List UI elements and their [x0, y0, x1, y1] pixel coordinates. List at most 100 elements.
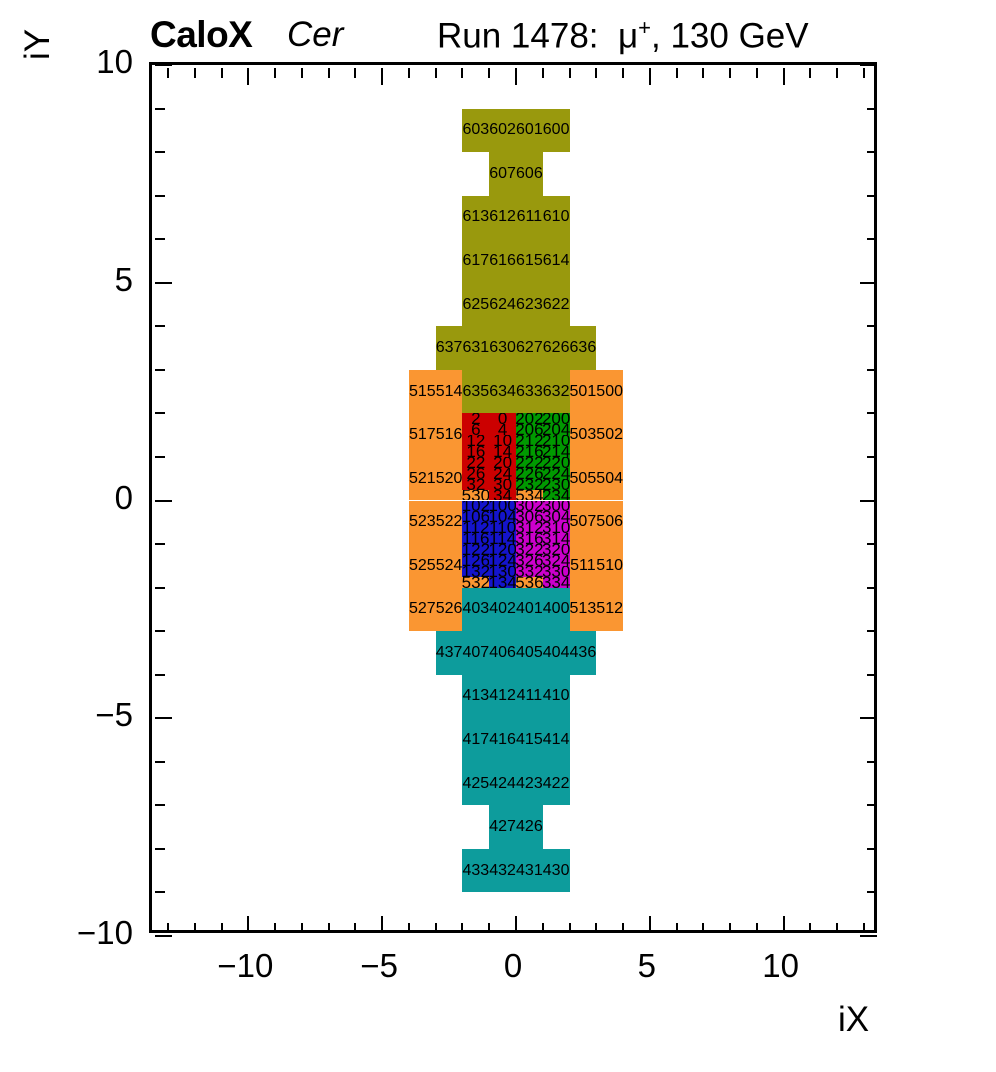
y-tick-right--9 [867, 891, 877, 894]
y-tick-left-3 [155, 368, 165, 371]
calo-cell-label: 515 [408, 382, 436, 400]
calo-cell-label: 433 [462, 861, 490, 879]
calo-cell-label: 124 [489, 554, 516, 566]
calo-cell-label: 210 [542, 435, 570, 447]
calo-cell-label: 436 [569, 643, 597, 661]
calo-cell-310: 310 [542, 522, 570, 534]
calo-cell-22: 22 [462, 456, 490, 468]
y-tick-right--4 [867, 673, 877, 676]
x-tick-bottom--8 [300, 923, 303, 933]
calo-cell-427: 427 [489, 805, 516, 849]
calo-cell-label: 32 [466, 478, 486, 490]
y-tick-label-10: 10 [96, 43, 133, 80]
y-tick-left-9 [155, 107, 165, 110]
calo-cell-2: 2 [462, 413, 490, 425]
calo-cell-206: 206 [516, 424, 543, 436]
calo-cell-label: 622 [542, 295, 570, 313]
y-tick-right--7 [867, 804, 877, 807]
calo-cell-614: 614 [542, 239, 570, 283]
calo-cell-label: 507 [569, 513, 597, 531]
calo-cell-label: 403 [462, 600, 490, 618]
calo-cell-label: 324 [542, 554, 570, 566]
calo-cell-132: 132 [462, 565, 490, 577]
y-tick-left--6 [155, 760, 165, 763]
calo-cell-407: 407 [462, 631, 490, 675]
calo-cell-label: 122 [462, 544, 490, 555]
calo-cell-430: 430 [542, 848, 570, 893]
y-tick-right-5 [860, 281, 877, 284]
x-tick-top-9 [755, 68, 758, 78]
calo-cell-631: 631 [462, 326, 490, 370]
x-tick-bottom--5 [381, 916, 384, 933]
calo-cell-404: 404 [542, 631, 570, 675]
y-tick-right--2 [867, 586, 877, 589]
calo-cell-label: 0 [497, 413, 508, 425]
calo-cell-label: 104 [489, 511, 516, 523]
y-tick-left-0 [155, 499, 172, 502]
calo-cell-label: 617 [462, 251, 490, 269]
x-tick-top--2 [461, 68, 464, 78]
calo-cell-512: 512 [596, 587, 624, 632]
calo-cell-label: 224 [542, 467, 570, 479]
calo-cell-306: 306 [516, 511, 543, 523]
y-tick-left-4 [155, 325, 165, 328]
calo-cell-513: 513 [569, 587, 597, 632]
calo-cell-label: 422 [542, 774, 570, 792]
calo-cell-label: 302 [516, 500, 543, 512]
calo-cell-616: 616 [489, 239, 516, 283]
calo-cell-534: 534 [516, 489, 543, 501]
y-tick-right-2 [867, 412, 877, 415]
x-tick-top-8 [729, 68, 732, 78]
calo-cell-100: 100 [489, 500, 516, 512]
x-tick-bottom-9 [755, 923, 758, 933]
calo-cell-400: 400 [542, 587, 570, 632]
calo-cell-label: 330 [542, 565, 570, 577]
calo-cell-label: 400 [542, 600, 570, 618]
calo-cell-413: 413 [462, 674, 490, 719]
calo-cell-525: 525 [408, 544, 436, 588]
calo-cell-402: 402 [489, 587, 516, 632]
x-tick-bottom--3 [434, 923, 437, 933]
calo-cell-label: 636 [569, 339, 597, 357]
calo-cell-517: 517 [408, 413, 436, 457]
calo-cell-label: 320 [542, 544, 570, 555]
calo-cell-625: 625 [462, 282, 490, 327]
calo-cell-624: 624 [489, 282, 516, 327]
x-tick-top-13 [862, 68, 865, 78]
y-tick-right-6 [867, 238, 877, 241]
x-tick-top-12 [836, 68, 839, 78]
calo-cell-0: 0 [489, 413, 516, 425]
calo-cell-label: 612 [489, 208, 516, 226]
x-tick-bottom--2 [461, 923, 464, 933]
beam-energy: , 130 GeV [651, 16, 809, 56]
y-tick-left-8 [155, 151, 165, 154]
calo-cell-label: 606 [516, 164, 543, 182]
calo-cell-514: 514 [435, 369, 463, 414]
calo-cell-label: 534 [516, 489, 543, 501]
calo-cell-114: 114 [489, 533, 516, 545]
calo-cell-label: 514 [435, 382, 463, 400]
y-tick-right--6 [867, 760, 877, 763]
calo-cell-601: 601 [516, 108, 543, 153]
calo-cell-432: 432 [489, 848, 516, 893]
calo-cell-500: 500 [596, 369, 624, 414]
y-tick-right-4 [867, 325, 877, 328]
calo-cell-116: 116 [462, 533, 490, 545]
y-tick-left--7 [155, 804, 165, 807]
calo-cell-label: 306 [516, 511, 543, 523]
y-tick-left--10 [155, 935, 172, 937]
y-tick-right-7 [867, 194, 877, 197]
calo-cell-320: 320 [542, 544, 570, 555]
calo-cell-411: 411 [516, 674, 543, 719]
y-tick-right--3 [867, 630, 877, 633]
calo-cell-label: 401 [516, 600, 543, 618]
x-tick-bottom--11 [220, 923, 223, 933]
x-tick-bottom-11 [809, 923, 812, 933]
calo-cell-label: 206 [516, 424, 543, 436]
calo-cell-label: 616 [489, 251, 516, 269]
x-tick-bottom--7 [327, 923, 330, 933]
calo-cell-32: 32 [462, 478, 490, 490]
calo-cell-label: 601 [516, 121, 543, 139]
calo-cell-530: 530 [462, 489, 490, 501]
calo-cell-612: 612 [489, 195, 516, 240]
